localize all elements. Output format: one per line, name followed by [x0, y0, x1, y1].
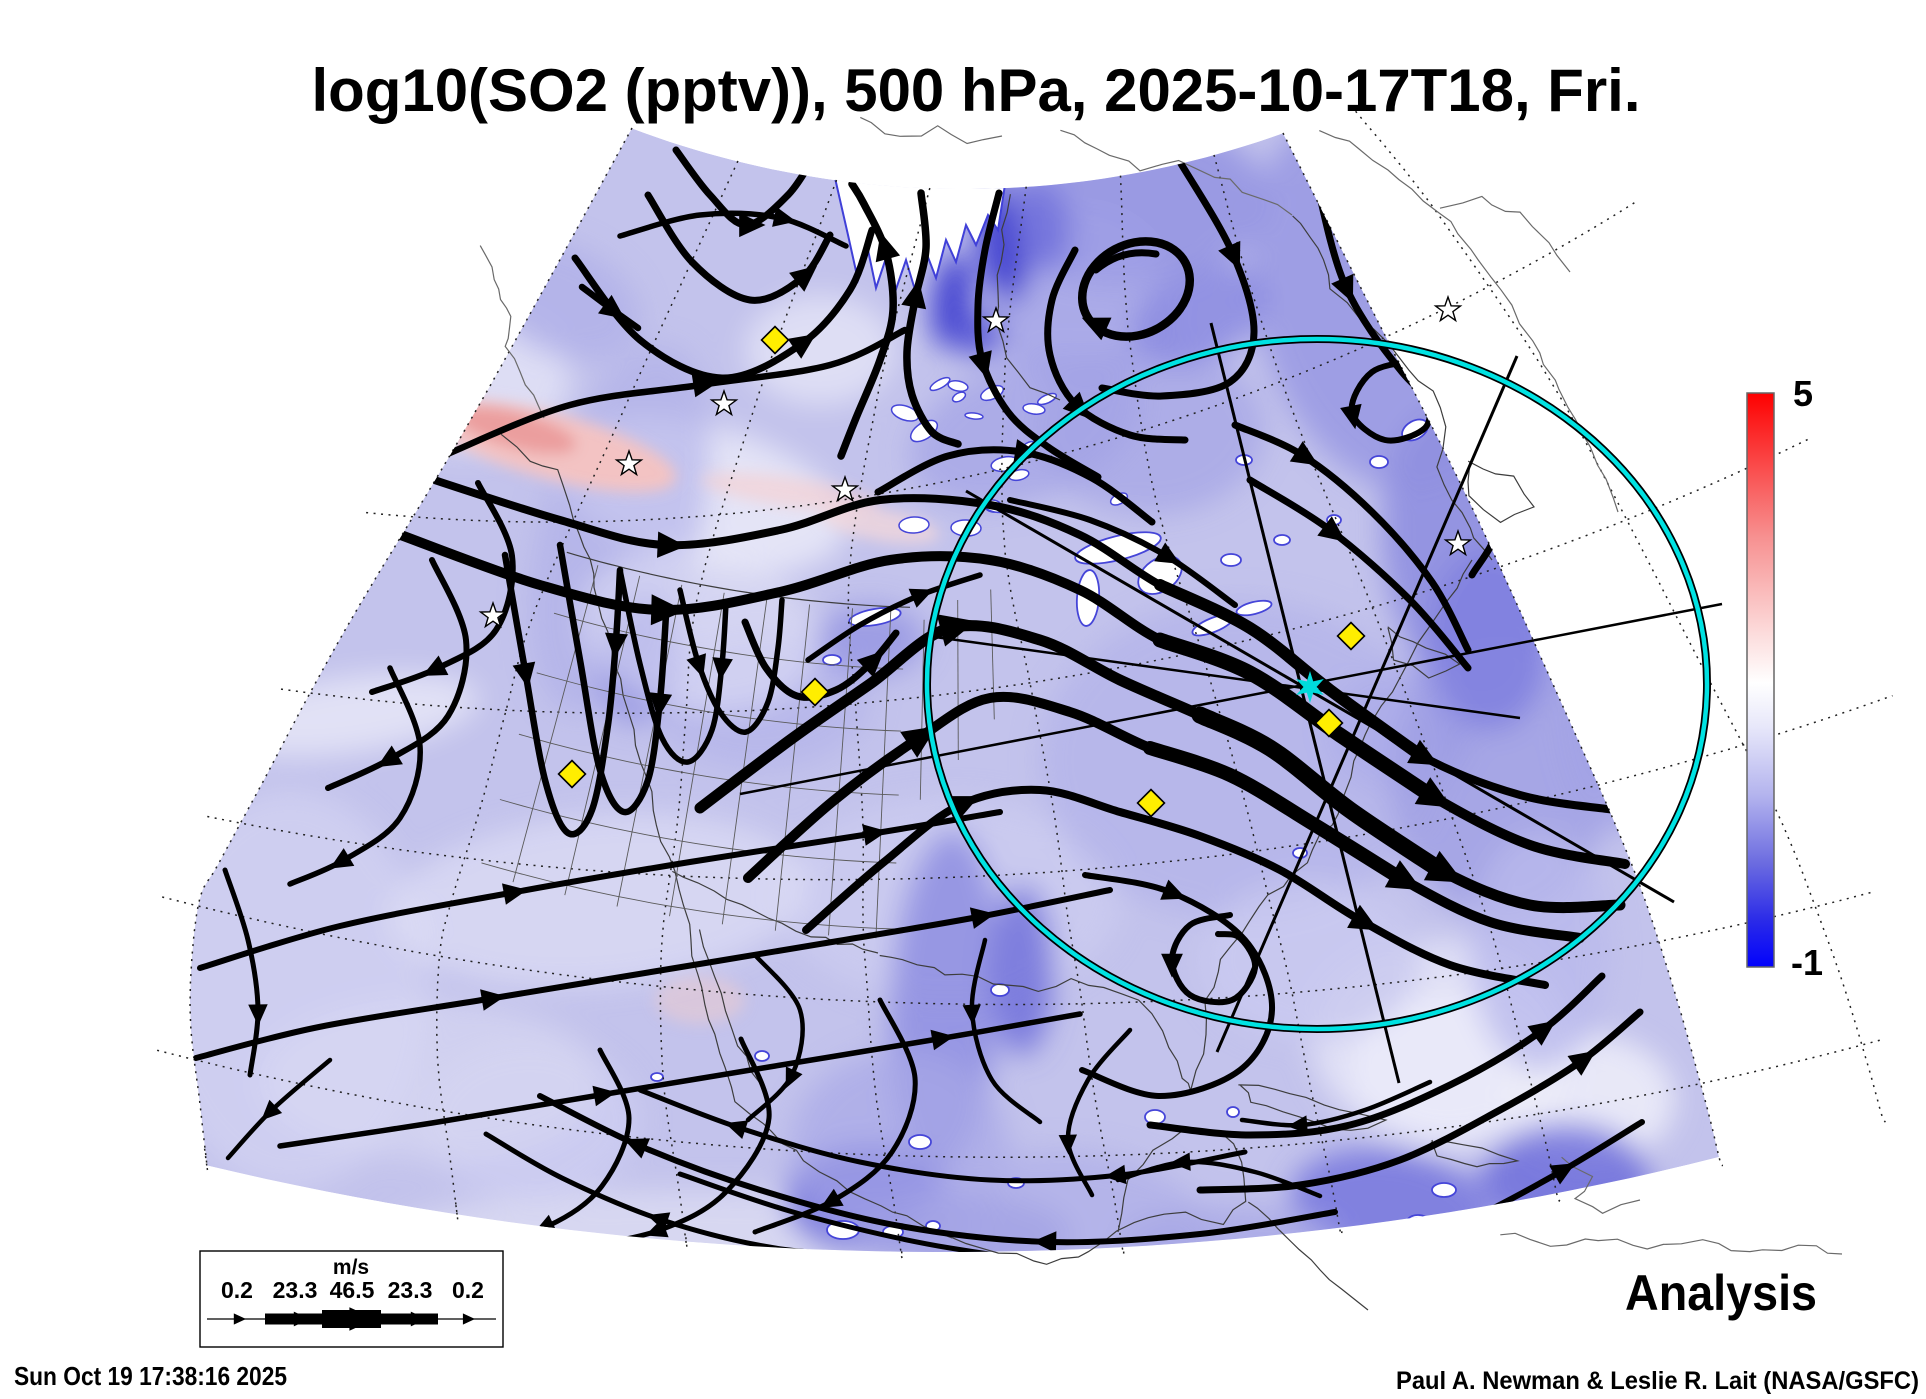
svg-text:5: 5	[1793, 373, 1813, 414]
svg-text:46.5: 46.5	[330, 1277, 375, 1303]
svg-text:23.3: 23.3	[273, 1277, 318, 1303]
svg-text:Sun Oct 19 17:38:16 2025: Sun Oct 19 17:38:16 2025	[14, 1361, 287, 1391]
svg-text:log10(SO2 (pptv)), 500 hPa, 20: log10(SO2 (pptv)), 500 hPa, 2025-10-17T1…	[312, 57, 1641, 124]
svg-text:m/s: m/s	[333, 1256, 369, 1279]
svg-text:0.2: 0.2	[452, 1277, 484, 1303]
svg-text:23.3: 23.3	[388, 1277, 433, 1303]
svg-text:Paul A. Newman & Leslie R. Lai: Paul A. Newman & Leslie R. Lait (NASA/GS…	[1396, 1367, 1919, 1394]
svg-text:-1: -1	[1791, 942, 1823, 983]
svg-text:0.2: 0.2	[221, 1277, 253, 1303]
svg-text:Analysis: Analysis	[1625, 1265, 1817, 1321]
